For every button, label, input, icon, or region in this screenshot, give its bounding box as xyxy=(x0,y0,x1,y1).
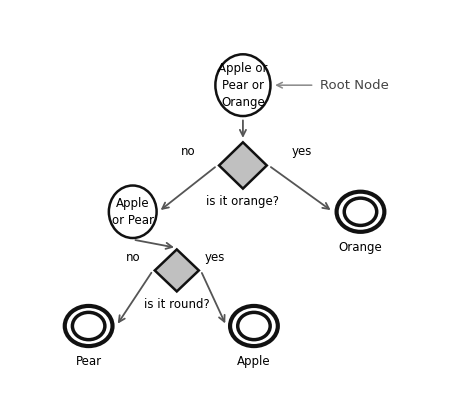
Text: Root Node: Root Node xyxy=(320,79,389,92)
Text: yes: yes xyxy=(292,145,312,158)
Text: yes: yes xyxy=(204,251,225,263)
Text: no: no xyxy=(181,145,195,158)
Text: no: no xyxy=(127,251,141,263)
Polygon shape xyxy=(219,142,267,188)
Text: Apple or
Pear or
Orange: Apple or Pear or Orange xyxy=(218,62,268,109)
Circle shape xyxy=(73,312,105,340)
Text: Pear: Pear xyxy=(75,355,102,369)
Circle shape xyxy=(344,198,377,225)
Polygon shape xyxy=(155,249,199,292)
Text: is it round?: is it round? xyxy=(144,298,210,311)
Circle shape xyxy=(230,306,278,346)
Text: Apple: Apple xyxy=(237,355,271,369)
Circle shape xyxy=(237,312,270,340)
Text: Apple
or Pear: Apple or Pear xyxy=(112,197,154,227)
Ellipse shape xyxy=(215,54,271,116)
Circle shape xyxy=(65,306,112,346)
Text: Orange: Orange xyxy=(338,241,383,254)
Circle shape xyxy=(337,192,384,232)
Text: is it orange?: is it orange? xyxy=(206,195,280,208)
Ellipse shape xyxy=(109,186,156,238)
